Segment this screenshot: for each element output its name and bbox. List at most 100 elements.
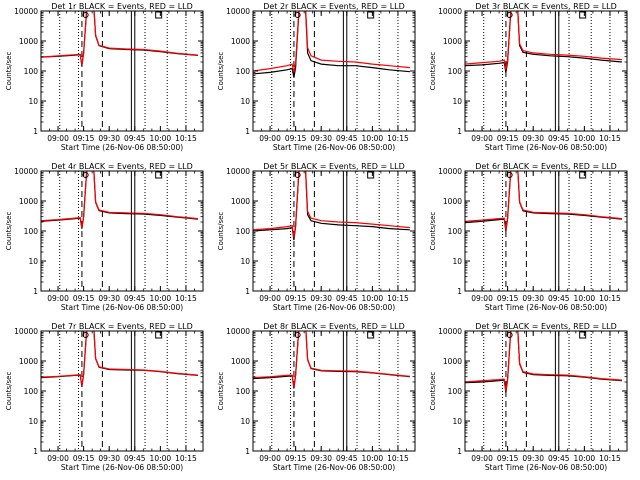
y-axis-label: Counts/sec: [217, 212, 225, 251]
plot-frame: [40, 170, 204, 292]
square-marker-icon: [155, 171, 163, 179]
lld-series-line: [253, 331, 410, 388]
panel-title: Det 2r BLACK = Events, RED = LLD: [263, 2, 405, 11]
x-axis-label: Start Time (26-Nov-06 08:50:00): [273, 143, 395, 152]
square-marker-icon: [579, 171, 587, 179]
x-tick-label: 09:45: [548, 134, 570, 143]
x-axis-label: Start Time (26-Nov-06 08:50:00): [61, 303, 183, 312]
x-tick-label: 10:00: [150, 294, 172, 303]
y-tick-label: 10: [452, 97, 462, 106]
events-series-line: [253, 11, 410, 78]
x-tick-label: 09:15: [73, 134, 95, 143]
panel-title: Det 4r BLACK = Events, RED = LLD: [51, 162, 193, 171]
x-tick-label: 09:30: [98, 454, 120, 463]
y-tick-label: 10: [240, 417, 250, 426]
y-tick-label: 100: [236, 227, 251, 236]
x-tick-label: 09:30: [98, 134, 120, 143]
lld-series-line: [41, 11, 198, 65]
plot-frame: [40, 10, 204, 132]
y-tick-label: 1000: [443, 357, 462, 366]
x-tick-label: 09:00: [47, 454, 69, 463]
x-tick-label: 09:00: [471, 454, 493, 463]
x-tick-label: 09:00: [259, 454, 281, 463]
x-tick-label: 10:15: [175, 454, 197, 463]
panel-title: Det 5r BLACK = Events, RED = LLD: [263, 162, 405, 171]
x-tick-label: 10:15: [175, 134, 197, 143]
y-tick-label: 10: [452, 417, 462, 426]
y-tick-label: 10000: [14, 327, 38, 336]
y-tick-label: 10000: [438, 7, 462, 16]
y-tick-label: 1: [457, 127, 462, 136]
x-tick-label: 10:15: [599, 294, 621, 303]
x-tick-label: 09:15: [73, 454, 95, 463]
y-axis-label: Counts/sec: [5, 212, 13, 251]
reference-lines: [271, 11, 399, 131]
y-tick-label: 100: [236, 67, 251, 76]
panel-title: Det 9r BLACK = Events, RED = LLD: [475, 322, 617, 331]
y-tick-label: 10: [28, 257, 38, 266]
x-axis-label: Start Time (26-Nov-06 08:50:00): [273, 303, 395, 312]
y-tick-label: 100: [24, 387, 39, 396]
y-tick-label: 1000: [19, 37, 38, 46]
x-tick-label: 09:15: [497, 134, 519, 143]
y-tick-label: 100: [24, 67, 39, 76]
x-tick-label: 09:45: [124, 294, 146, 303]
square-marker-icon: [155, 331, 163, 339]
x-tick-label: 09:45: [548, 454, 570, 463]
x-tick-label: 09:45: [124, 134, 146, 143]
x-tick-label: 09:45: [336, 294, 358, 303]
x-axis-label: Start Time (26-Nov-06 08:50:00): [61, 463, 183, 472]
events-series-line: [41, 171, 198, 229]
panel-det-7r: 1 10 100 1000 10000 09:00 09:15 09:30 09:45 10:00…: [5, 322, 204, 472]
square-marker-icon: [155, 11, 163, 19]
x-tick-label: 09:00: [47, 294, 69, 303]
x-tick-label: 10:15: [387, 134, 409, 143]
y-tick-label: 1000: [231, 357, 250, 366]
y-tick-label: 1000: [231, 197, 250, 206]
y-tick-label: 10000: [438, 327, 462, 336]
y-tick-label: 10: [28, 417, 38, 426]
y-tick-label: 1: [245, 127, 250, 136]
y-axis-label: Counts/sec: [429, 372, 437, 411]
y-axis-label: Counts/sec: [5, 372, 13, 411]
x-axis-label: Start Time (26-Nov-06 08:50:00): [485, 463, 607, 472]
y-tick-label: 10000: [226, 167, 250, 176]
reference-lines: [59, 331, 187, 451]
x-tick-label: 09:00: [259, 294, 281, 303]
y-tick-label: 10000: [226, 7, 250, 16]
x-tick-label: 09:00: [259, 134, 281, 143]
y-tick-label: 10000: [14, 7, 38, 16]
x-axis-label: Start Time (26-Nov-06 08:50:00): [61, 143, 183, 152]
panel-title: Det 8r BLACK = Events, RED = LLD: [263, 322, 405, 331]
events-series-line: [41, 331, 198, 387]
lld-series-line: [253, 11, 410, 73]
y-tick-label: 1000: [443, 197, 462, 206]
y-tick-label: 10: [28, 97, 38, 106]
panel-det-9r: 1 10 100 1000 10000 09:00 09:15 09:30 09:45 10:00…: [429, 322, 628, 472]
y-axis-label: Counts/sec: [217, 52, 225, 91]
x-tick-label: 09:15: [285, 294, 307, 303]
x-tick-label: 10:15: [599, 134, 621, 143]
y-tick-label: 100: [236, 387, 251, 396]
y-tick-label: 10000: [14, 167, 38, 176]
plot-frame: [252, 170, 416, 292]
panel-title: Det 3r BLACK = Events, RED = LLD: [475, 2, 617, 11]
reference-lines: [59, 171, 187, 291]
reference-lines: [483, 331, 611, 451]
panel-det-5r: 1 10 100 1000 10000 09:00 09:15 09:30 09:45 10:00…: [217, 162, 416, 312]
x-tick-label: 09:30: [522, 454, 544, 463]
y-axis-label: Counts/sec: [217, 372, 225, 411]
x-tick-label: 09:00: [47, 134, 69, 143]
square-marker-icon: [367, 331, 375, 339]
lld-series-line: [41, 171, 198, 228]
y-tick-label: 1: [457, 447, 462, 456]
x-tick-label: 09:30: [522, 134, 544, 143]
y-tick-label: 100: [448, 67, 463, 76]
y-tick-label: 1000: [19, 197, 38, 206]
x-axis-label: Start Time (26-Nov-06 08:50:00): [485, 143, 607, 152]
reference-lines: [59, 11, 187, 131]
y-axis-label: Counts/sec: [429, 212, 437, 251]
y-tick-label: 100: [24, 227, 39, 236]
y-tick-label: 10: [452, 257, 462, 266]
